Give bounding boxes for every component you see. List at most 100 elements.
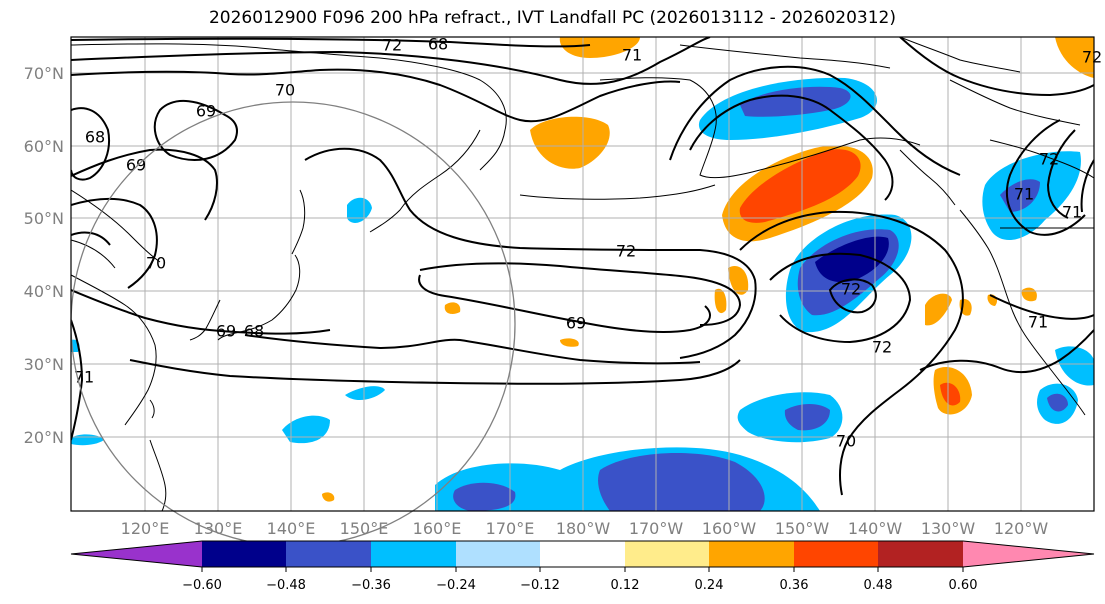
map-frame bbox=[70, 36, 1095, 512]
contour-lower-mid bbox=[244, 334, 701, 365]
coast-aleutians bbox=[519, 184, 716, 200]
coast-asia-inland1 bbox=[71, 189, 161, 263]
contour-ne-74 bbox=[1080, 159, 1094, 213]
shade-orange-sm5 bbox=[444, 302, 461, 314]
shade-orange-topright bbox=[1055, 37, 1094, 78]
contour-70-nep bbox=[739, 210, 964, 496]
lon-label: 120°E bbox=[121, 519, 170, 538]
contour-label: 71 bbox=[1028, 313, 1048, 332]
colorbar-tick-label: 0.12 bbox=[611, 578, 640, 593]
gridlines bbox=[71, 37, 1094, 511]
lon-label: 130°E bbox=[194, 519, 243, 538]
lon-label: 140°W bbox=[848, 519, 903, 538]
contour-71-west bbox=[71, 197, 158, 289]
shade-nep-dark bbox=[815, 236, 889, 283]
contour-label: 72 bbox=[1039, 150, 1059, 169]
contour-72-inner bbox=[828, 278, 877, 314]
contour-label: 70 bbox=[146, 254, 166, 273]
colorbar-segments bbox=[202, 541, 963, 567]
coast-alaska bbox=[599, 77, 921, 179]
contour-70-ring bbox=[153, 99, 238, 161]
colorbar-segment bbox=[625, 541, 709, 567]
contour-ne-71 bbox=[1005, 119, 1086, 236]
colorbar-segment bbox=[709, 541, 794, 567]
contour-71-top bbox=[71, 37, 711, 85]
lon-label: 130°W bbox=[921, 519, 976, 538]
contour-69-left bbox=[71, 148, 218, 221]
contour-ne-72 bbox=[1046, 129, 1076, 219]
colorbar-segment bbox=[540, 541, 625, 567]
shade-orange-60n bbox=[530, 116, 610, 169]
lon-label: 140°E bbox=[267, 519, 316, 538]
contour-alaska-ring bbox=[689, 94, 894, 201]
contour-label: 68 bbox=[428, 35, 448, 54]
contour-label: 69 bbox=[216, 322, 236, 341]
colorbar-tick-label: −0.36 bbox=[351, 578, 391, 593]
lon-label: 170°E bbox=[486, 519, 535, 538]
contour-69-mid bbox=[419, 262, 742, 326]
lat-labels-layer: 70°N 60°N 50°N 40°N 30°N 20°N bbox=[24, 64, 64, 447]
contour-72-top bbox=[71, 37, 591, 48]
colorbar-tick-label: 0.24 bbox=[695, 578, 724, 593]
contour-71-east bbox=[919, 329, 1094, 374]
coast-sakhalin bbox=[291, 189, 306, 255]
colorbar-ticks: −0.60 −0.48 −0.36 −0.24 −0.12 0.12 0.24 0.36 0.4… bbox=[182, 567, 977, 593]
contour-label: 70 bbox=[836, 432, 856, 451]
contour-label: 71 bbox=[1062, 203, 1082, 222]
coast-taiwan bbox=[149, 399, 155, 419]
lat-label: 50°N bbox=[24, 209, 64, 228]
coast-asia-inland2 bbox=[71, 239, 116, 269]
shade-orange-sm1b bbox=[940, 382, 961, 406]
lon-label: 170°W bbox=[629, 519, 684, 538]
colorbar-tick-label: −0.24 bbox=[436, 578, 476, 593]
colorbar-segment bbox=[456, 541, 540, 567]
shade-orange-sm6 bbox=[560, 338, 579, 347]
colorbar-segment bbox=[878, 541, 963, 567]
lon-label: 180°W bbox=[556, 519, 611, 538]
shade-pnw-mid bbox=[1000, 179, 1040, 212]
contour-label: 72 bbox=[1082, 48, 1102, 67]
shade-orange-sm10 bbox=[322, 492, 335, 502]
contour-label: 72 bbox=[382, 36, 402, 55]
colorbar-extend-left bbox=[71, 541, 202, 567]
coast-arctic bbox=[679, 44, 891, 69]
coast-na-top bbox=[899, 37, 1021, 73]
shade-orange-sm3 bbox=[714, 288, 727, 314]
contour-72-sw bbox=[71, 319, 84, 441]
colorbar-tick-label: 0.60 bbox=[949, 578, 978, 593]
contour-outer-mid bbox=[304, 147, 757, 359]
ivt-shading bbox=[71, 37, 1094, 511]
colorbar-tick-label: 0.48 bbox=[864, 578, 893, 593]
colorbar: −0.60 −0.48 −0.36 −0.24 −0.12 0.12 0.24 0.36 0.4… bbox=[70, 540, 1095, 593]
contour-68-mid bbox=[418, 274, 711, 334]
contour-label: 71 bbox=[1014, 185, 1034, 204]
coastlines bbox=[71, 37, 1094, 511]
coast-kamchatka bbox=[369, 129, 481, 233]
contour-72-nep bbox=[769, 252, 912, 344]
shade-south-mid2 bbox=[453, 482, 516, 511]
contour-label: 69 bbox=[126, 156, 146, 175]
coast-na-inland1 bbox=[989, 139, 1094, 179]
contour-71-east2 bbox=[989, 294, 1094, 320]
lat-label: 40°N bbox=[24, 282, 64, 301]
lat-label: 60°N bbox=[24, 137, 64, 156]
colorbar-segment bbox=[794, 541, 878, 567]
coast-japan bbox=[217, 254, 301, 341]
contour-label: 69 bbox=[196, 102, 216, 121]
colorbar-extend-right bbox=[963, 541, 1094, 567]
contour-south bbox=[129, 359, 741, 385]
coast-na-west bbox=[959, 209, 1086, 416]
contour-label: 68 bbox=[85, 128, 105, 147]
lon-labels-layer: 120°E 130°E 140°E 150°E 160°E 170°E 180°W 170°W… bbox=[121, 519, 1049, 538]
chart-title: 2026012900 F096 200 hPa refract., IVT La… bbox=[208, 8, 896, 28]
colorbar-segment bbox=[371, 541, 456, 567]
lon-label: 160°E bbox=[413, 519, 462, 538]
contour-72-west bbox=[71, 231, 111, 246]
colorbar-tick-label: −0.48 bbox=[266, 578, 306, 593]
contour-68-left bbox=[71, 107, 110, 181]
contour-main-1 bbox=[71, 289, 331, 335]
coast-china bbox=[71, 274, 157, 426]
lon-label: 160°W bbox=[702, 519, 757, 538]
